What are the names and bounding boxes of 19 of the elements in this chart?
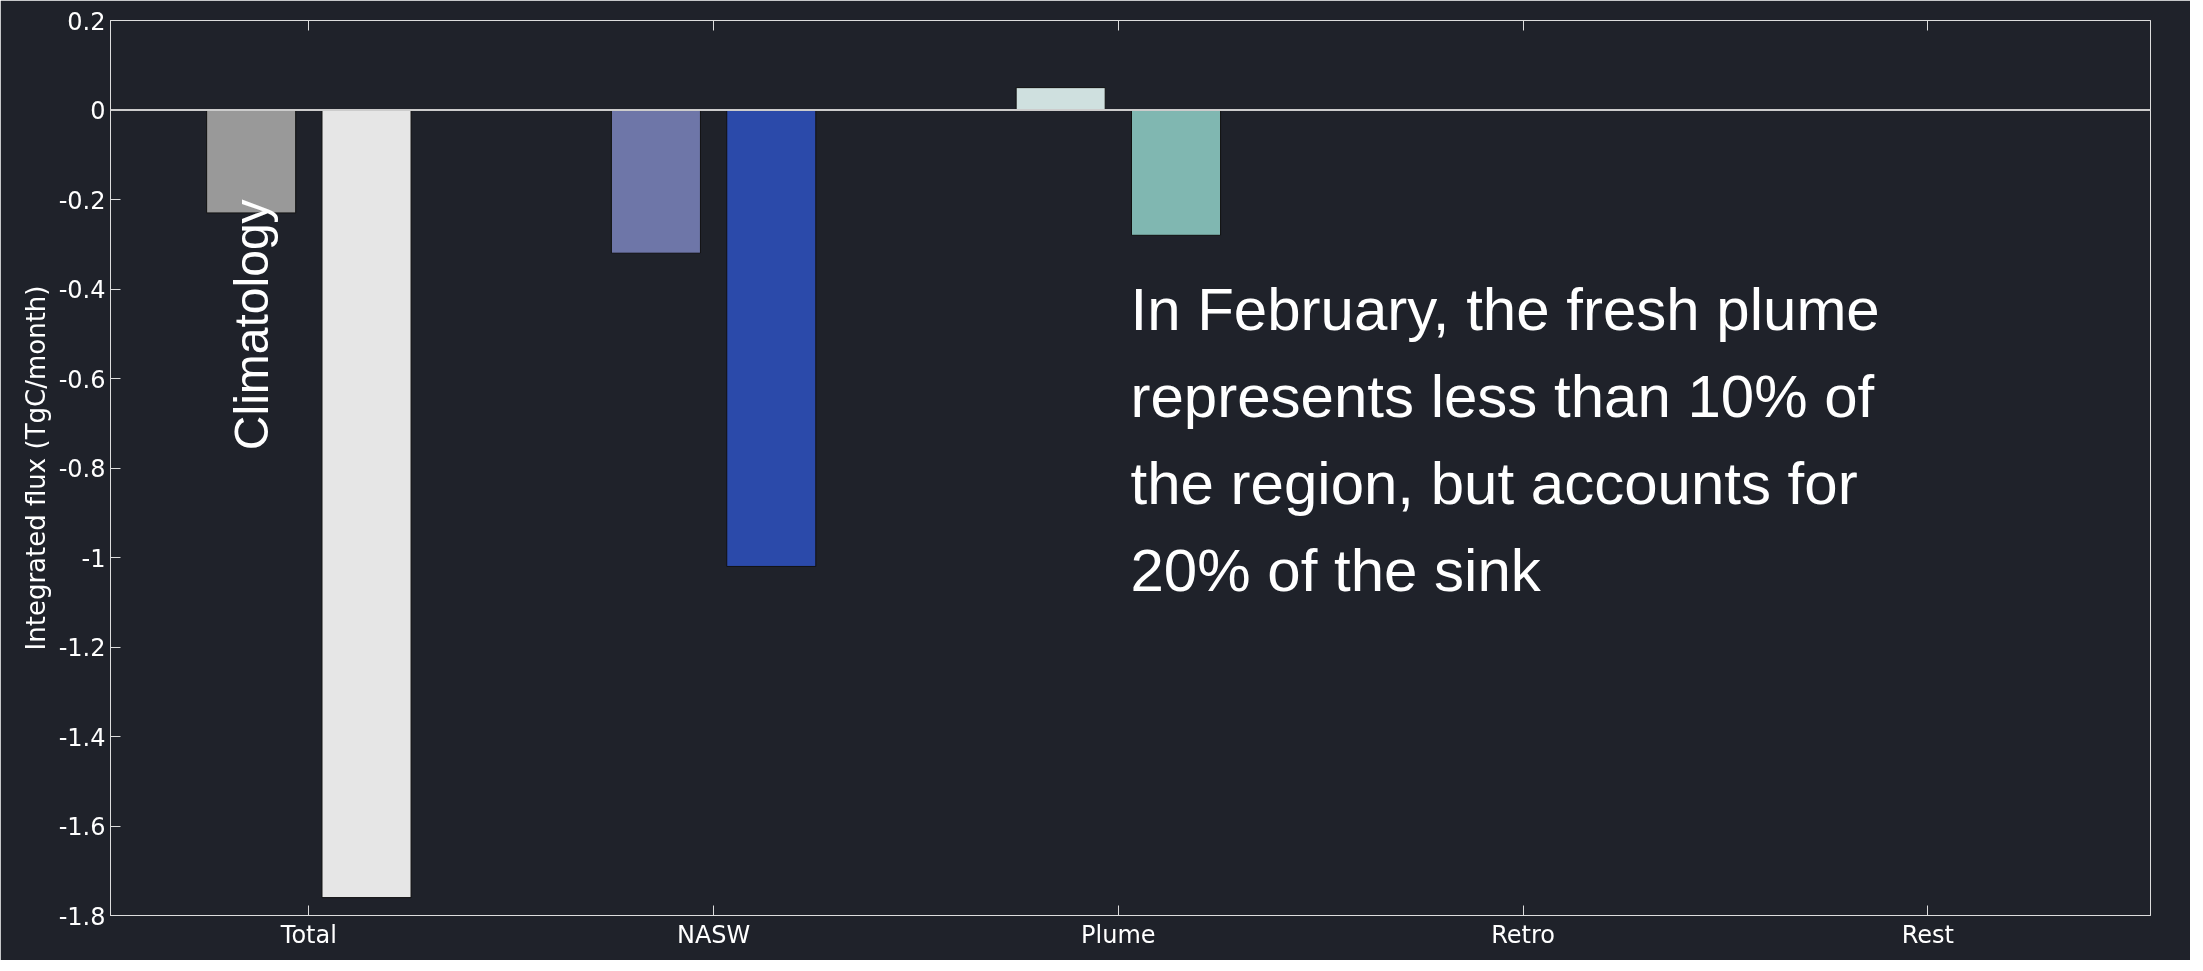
annotation: Climatology xyxy=(224,199,278,451)
x-tick-label: NASW xyxy=(676,920,751,949)
y-tick-label: -0.4 xyxy=(58,276,106,304)
x-tick-label: Retro xyxy=(1491,920,1556,949)
y-tick-label: 0 xyxy=(90,97,106,125)
y-tick-label: -1 xyxy=(81,544,106,573)
x-tick-label: Plume xyxy=(1081,920,1156,949)
y-tick-label: -0.6 xyxy=(58,365,106,394)
annotation: In February, the fresh plume represents less than 10% of the region, but accounts for 20% of the sink xyxy=(1130,275,1880,604)
y-tick-label: -0.2 xyxy=(58,186,106,215)
y-tick-label: -0.8 xyxy=(58,455,106,483)
x-tick-label: Total xyxy=(279,920,337,949)
y-tick-label: 0.2 xyxy=(67,7,106,36)
y-tick-label: -1.6 xyxy=(58,813,106,841)
y-tick-label: -1.4 xyxy=(58,723,106,752)
y-axis-title: Integrated flux (TgC/month) xyxy=(20,285,51,651)
y-tick-label: -1.2 xyxy=(58,634,106,662)
x-tick-label: Rest xyxy=(1901,920,1955,949)
y-tick-label: -1.8 xyxy=(58,902,106,931)
